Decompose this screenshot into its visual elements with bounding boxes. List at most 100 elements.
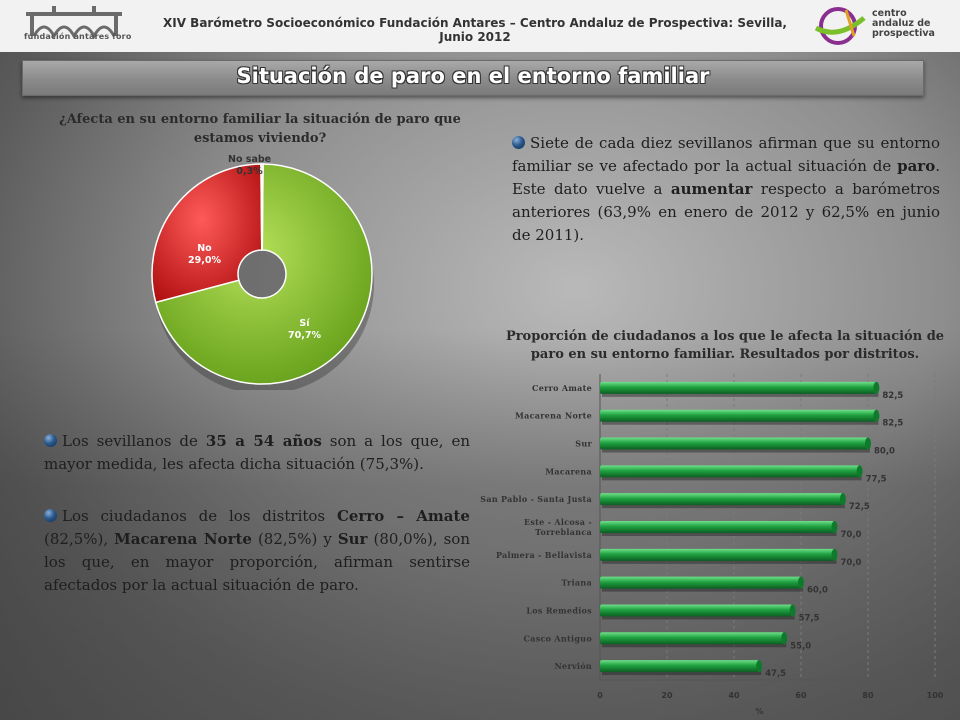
bar-cap-2 xyxy=(865,437,871,450)
para3-text-b: Cerro – Amate xyxy=(336,507,470,525)
paragraph-age: Los sevillanos de 35 a 54 años son a los… xyxy=(44,430,470,476)
bullet-icon xyxy=(44,509,57,522)
bar-cap-5 xyxy=(831,521,838,533)
category-label-10-0: Nervión xyxy=(554,661,592,671)
bar-1 xyxy=(600,409,877,422)
bar-chart: 0 20 40 60 80 100% 82,5 Cerro Amate 82,5 Macarena… xyxy=(480,374,944,715)
x-tick-label-0: 0 xyxy=(597,691,603,700)
bar-cap-8 xyxy=(789,604,796,617)
header-bar: fundación antares foro XIV Barómetro Soc… xyxy=(0,0,960,52)
para3-text-d: Macarena Norte xyxy=(114,530,252,548)
pie-label-no-name: No xyxy=(197,243,212,254)
para1-text-b: paro xyxy=(897,157,936,175)
bar-value-label-6: 70,0 xyxy=(841,558,862,568)
bar-10 xyxy=(600,660,760,673)
pie-question-line-1: ¿Afecta en su entorno familiar la situac… xyxy=(59,112,461,127)
para1-text-a: Siete de cada diez sevillanos afirman qu… xyxy=(512,134,940,175)
category-label-5-1: Torreblanca xyxy=(535,527,592,537)
foundation-logo-text: fundación antares foro xyxy=(24,32,132,41)
x-axis-label: % xyxy=(755,707,763,715)
bar-value-label-8: 57,5 xyxy=(799,613,820,623)
category-label-8-0: Los Remedios xyxy=(526,605,592,615)
bar-cap-0 xyxy=(873,381,880,394)
pie-label-no-value: 29,0% xyxy=(188,255,221,266)
para1-text-d: aumentar xyxy=(670,180,753,198)
paragraph-summary: Siete de cada diez sevillanos afirman qu… xyxy=(512,132,940,247)
bar-7 xyxy=(600,576,801,589)
para3-text-e: (82,5%) y xyxy=(251,530,338,548)
category-label-0-0: Cerro Amate xyxy=(532,383,592,393)
category-label-3-0: Macarena xyxy=(545,466,592,476)
bar-value-label-7: 60,0 xyxy=(807,586,828,596)
bar-value-label-10: 47,5 xyxy=(765,669,786,679)
header-title: XIV Barómetro Socioeconómico Fundación A… xyxy=(163,16,787,44)
bar-value-label-1: 82,5 xyxy=(882,419,903,429)
bar-4 xyxy=(600,493,843,506)
paragraph-districts: Los ciudadanos de los distritos Cerro – … xyxy=(44,505,470,597)
para2-text-c: son a los que, en mayor medida, les afec… xyxy=(44,432,470,473)
category-label-4-0: San Pablo - Santa Justa xyxy=(480,494,592,504)
bullet-icon xyxy=(44,434,57,447)
pie-slice-0 xyxy=(154,163,373,385)
bar-cap-4 xyxy=(839,493,846,506)
category-label-1-0: Macarena Norte xyxy=(515,411,592,421)
category-label-5-0: Este - Alcosa - xyxy=(524,517,592,527)
bar-cap-3 xyxy=(856,465,863,478)
para2-text-a: Los sevillanos de xyxy=(62,432,206,450)
bar-value-label-2: 80,0 xyxy=(874,447,895,457)
bar-cap-10 xyxy=(756,660,763,673)
para2-text-b: 35 a 54 años xyxy=(205,432,322,450)
foundation-logo-icon xyxy=(26,6,122,40)
bar-value-label-9: 55,0 xyxy=(790,641,811,651)
pie-label-si: Sí 70,7% xyxy=(288,318,321,342)
bar-6 xyxy=(600,548,835,561)
pie-label-no-sabe-value: 0,3% xyxy=(236,166,263,177)
bar-0 xyxy=(600,381,877,394)
slide-title-banner: Situación de paro en el entorno familiar xyxy=(22,60,924,96)
bar-8 xyxy=(600,604,793,617)
bar-chart-title-line-1: Proporción de ciudadanos a los que le af… xyxy=(505,329,945,344)
pie-slice-1 xyxy=(151,163,263,304)
prospectiva-logo-icon xyxy=(814,7,866,45)
x-tick-label-3: 60 xyxy=(795,691,807,700)
bullet-icon xyxy=(512,136,525,149)
para3-text-c: (82,5%), xyxy=(44,530,115,548)
logo-right-line-1: centro xyxy=(872,8,907,19)
logo-right-line-2: andaluz de xyxy=(872,18,931,29)
bar-chart-title: Proporción de ciudadanos a los que le af… xyxy=(500,328,950,364)
bar-cap-1 xyxy=(873,409,880,422)
pie-label-no: No 29,0% xyxy=(188,243,221,267)
bar-value-label-0: 82,5 xyxy=(882,391,903,401)
bar-value-label-3: 77,5 xyxy=(866,474,887,484)
slide-title: Situación de paro en el entorno familiar xyxy=(236,64,710,88)
bar-cap-7 xyxy=(798,576,804,589)
x-tick-label-5: 100 xyxy=(927,691,944,700)
category-label-6-0: Palmera - Bellavista xyxy=(496,550,592,560)
pie-chart xyxy=(151,163,374,390)
bar-cap-6 xyxy=(831,548,838,561)
bar-9 xyxy=(600,632,785,645)
category-label-2-0: Sur xyxy=(575,439,592,449)
bar-chart-title-line-2: paro en su entorno familiar. Resultados … xyxy=(530,347,920,362)
pie-label-no-sabe: No sabe 0,3% xyxy=(228,154,271,178)
x-tick-label-1: 20 xyxy=(661,691,673,700)
pie-slice-2 xyxy=(260,163,264,251)
para3-text-g: (80,0%), son los que, en mayor proporció… xyxy=(44,530,470,594)
bar-value-label-4: 72,5 xyxy=(849,502,870,512)
bar-cap-9 xyxy=(781,632,788,645)
logo-right-line-3: prospectiva xyxy=(872,28,935,39)
para1-text-c: . Este dato vuelve a xyxy=(512,157,940,198)
para3-text-f: Sur xyxy=(337,530,368,548)
pie-question: ¿Afecta en su entorno familiar la situac… xyxy=(50,110,470,148)
prospectiva-logo-text: centro andaluz de prospectiva xyxy=(872,9,935,39)
category-label-9-0: Casco Antiguo xyxy=(524,633,593,643)
pie-label-si-name: Sí xyxy=(299,318,310,329)
x-tick-label-2: 40 xyxy=(728,691,740,700)
x-tick-label-4: 80 xyxy=(862,691,874,700)
bar-value-label-5: 70,0 xyxy=(841,530,862,540)
para1-text-e: respecto a barómetros anteriores (63,9% … xyxy=(512,180,940,244)
pie-question-line-2: estamos viviendo? xyxy=(193,131,327,146)
pie-label-no-sabe-name: No sabe xyxy=(228,154,272,165)
category-label-7-0: Triana xyxy=(561,578,592,588)
bar-5 xyxy=(600,521,835,533)
